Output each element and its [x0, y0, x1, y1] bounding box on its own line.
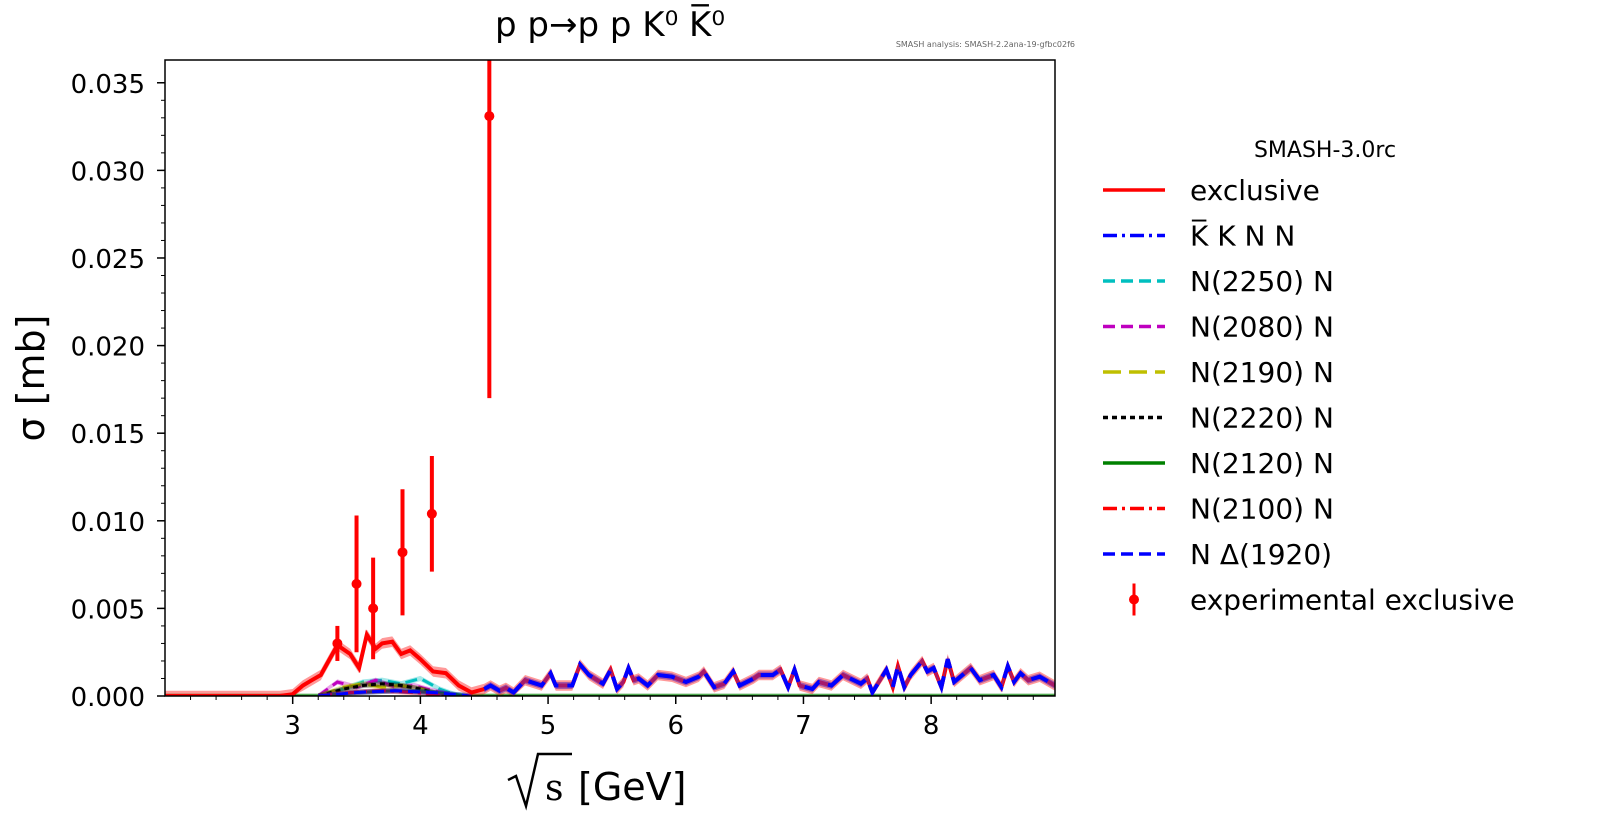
- x-axis-label: s [GeV]: [507, 752, 686, 811]
- chart-title: p p→p p K⁰ K̅⁰: [495, 4, 725, 45]
- x-axis: 3 4 5 6 7 8: [190, 696, 1034, 741]
- y-tick-label: 0.015: [71, 420, 145, 450]
- legend-label: N(2100) N: [1190, 493, 1334, 526]
- x-tick-label: 3: [284, 711, 301, 741]
- y-tick-label: 0.020: [71, 333, 145, 363]
- legend-label: exclusive: [1190, 174, 1320, 207]
- x-tick-label: 6: [667, 711, 684, 741]
- plot-frame: [164, 59, 1056, 697]
- legend-item: N(2190) N: [1103, 356, 1334, 389]
- series-group: [165, 60, 1055, 696]
- legend-label: experimental exclusive: [1190, 584, 1515, 617]
- legend-label: N(2120) N: [1190, 447, 1334, 480]
- legend-item: N(2220) N: [1103, 402, 1334, 435]
- legend-marker-dot: [1129, 594, 1139, 605]
- legend-item: N(2120) N: [1103, 447, 1334, 480]
- y-tick-label: 0.000: [71, 683, 145, 713]
- y-tick-label: 0.030: [71, 157, 145, 187]
- data-point: [484, 111, 495, 122]
- legend-item: N(2080) N: [1103, 311, 1334, 344]
- y-axis-label: σ [mb]: [9, 315, 53, 442]
- x-tick-label: 4: [412, 711, 429, 741]
- legend-item: exclusive: [1103, 174, 1320, 207]
- series-line-8: [318, 689, 472, 696]
- legend-label: N(2220) N: [1190, 402, 1334, 435]
- y-tick-label: 0.035: [71, 70, 145, 100]
- exclusive-band: [165, 629, 1055, 696]
- x-axis-label-var: s: [545, 768, 563, 809]
- legend-label: K̅ K N N: [1190, 218, 1295, 252]
- legend-item: N(2250) N: [1103, 265, 1334, 298]
- y-tick-label: 0.025: [71, 245, 145, 275]
- legend-item: experimental exclusive: [1129, 583, 1515, 617]
- series-line-3: [317, 678, 460, 696]
- x-axis-label-unit: [GeV]: [578, 765, 686, 809]
- watermark: SMASH analysis: SMASH-2.2ana-19-gfbc02f6: [896, 40, 1075, 49]
- data-point: [332, 638, 343, 649]
- data-point: [351, 578, 362, 589]
- y-axis: 0.000 0.005 0.010 0.015 0.020 0.025 0.030 0.035: [71, 70, 165, 713]
- legend-item: N(2100) N: [1103, 493, 1334, 526]
- legend-item: K̅ K N N: [1103, 218, 1295, 253]
- legend-title: SMASH-3.0rc: [1254, 138, 1396, 163]
- legend-item: N Δ(1920): [1103, 538, 1332, 571]
- kknn-line: [483, 657, 1055, 696]
- legend: SMASH-3.0rc exclusive K̅ K N N N(2250) N N(…: [1103, 138, 1515, 617]
- y-tick-label: 0.005: [71, 595, 145, 625]
- legend-label: N(2250) N: [1190, 265, 1334, 298]
- plot-area: [165, 60, 1055, 696]
- sqrt-sign: [507, 752, 572, 811]
- series-band-3: [318, 677, 459, 696]
- data-point: [426, 508, 437, 519]
- legend-label: N Δ(1920): [1190, 538, 1332, 571]
- y-tick-label: 0.010: [71, 508, 145, 538]
- x-tick-label: 8: [923, 711, 940, 741]
- legend-label: N(2190) N: [1190, 356, 1334, 389]
- x-tick-label: 7: [795, 711, 812, 741]
- data-point: [397, 547, 408, 558]
- series-line-5: [317, 682, 447, 696]
- legend-label: N(2080) N: [1190, 311, 1334, 344]
- x-tick-label: 5: [540, 711, 557, 741]
- data-point: [368, 603, 379, 614]
